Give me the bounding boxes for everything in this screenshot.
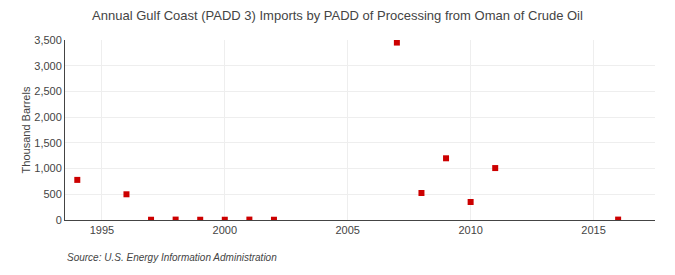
svg-text:3,500: 3,500 (34, 34, 62, 46)
svg-text:Source: U.S. Energy Informatio: Source: U.S. Energy Information Administ… (67, 252, 277, 263)
svg-text:1,000: 1,000 (34, 162, 62, 174)
svg-text:2000: 2000 (213, 224, 237, 236)
svg-text:500: 500 (43, 188, 61, 200)
svg-text:0: 0 (56, 214, 62, 226)
svg-text:Annual Gulf Coast (PADD 3) Imp: Annual Gulf Coast (PADD 3) Imports by PA… (92, 8, 583, 23)
svg-text:Thousand Barrels: Thousand Barrels (20, 86, 32, 173)
svg-text:1995: 1995 (90, 224, 114, 236)
svg-text:2015: 2015 (581, 224, 605, 236)
svg-text:2005: 2005 (335, 224, 359, 236)
svg-text:2010: 2010 (458, 224, 482, 236)
svg-text:2,500: 2,500 (34, 85, 62, 97)
svg-text:2,000: 2,000 (34, 111, 62, 123)
svg-text:3,000: 3,000 (34, 60, 62, 72)
svg-text:1,500: 1,500 (34, 137, 62, 149)
